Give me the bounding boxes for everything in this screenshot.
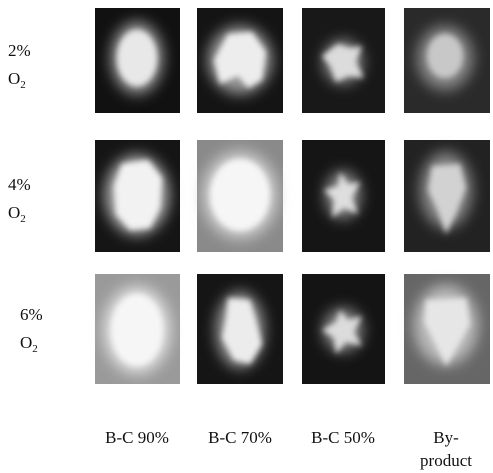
row-label: O2 <box>20 333 38 355</box>
image-cell <box>95 8 180 113</box>
column-label: By- <box>433 428 459 447</box>
image-cell <box>95 274 180 384</box>
row-percent: 2% <box>8 41 31 60</box>
row-gas: O <box>20 333 32 352</box>
row-gas-subscript: 2 <box>20 213 26 225</box>
column-label: B-C 70% <box>208 428 272 447</box>
image-cell <box>95 140 180 252</box>
image-cell <box>302 274 385 384</box>
image-cell <box>302 140 385 252</box>
row-percent: 6% <box>20 305 43 324</box>
row-label: O2 <box>8 203 26 225</box>
image-cell <box>302 8 385 113</box>
row-label: 2% <box>8 41 31 60</box>
column-label: product <box>420 451 472 470</box>
column-label: B-C 50% <box>311 428 375 447</box>
image-cell <box>404 8 490 113</box>
row-label: 4% <box>8 175 31 194</box>
row-percent: 4% <box>8 175 31 194</box>
row-label: 6% <box>20 305 43 324</box>
image-cell <box>197 8 283 113</box>
image-cell <box>197 140 283 252</box>
row-gas-subscript: 2 <box>32 343 38 355</box>
row-label: O2 <box>8 69 26 91</box>
column-label: B-C 90% <box>105 428 169 447</box>
image-cell <box>404 274 490 384</box>
row-gas-subscript: 2 <box>20 79 26 91</box>
image-cell <box>197 274 283 384</box>
image-cell <box>404 140 490 252</box>
row-gas: O <box>8 203 20 222</box>
row-gas: O <box>8 69 20 88</box>
